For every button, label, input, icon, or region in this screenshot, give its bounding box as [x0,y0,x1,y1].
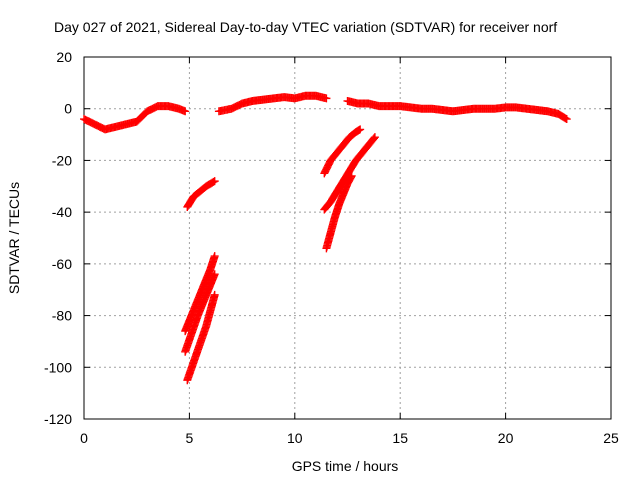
y-tick-label: -100 [44,359,72,375]
series-arc-9 [320,133,379,214]
data-point [356,125,365,134]
axis-ticks [83,56,612,420]
x-tick-label: 25 [603,430,619,446]
data-point [210,177,219,186]
series-arc-6 [181,270,219,356]
y-tick-label: -80 [52,308,72,324]
data-point [562,115,571,124]
data-point [210,252,219,261]
series-arc-2 [214,91,331,116]
grid [84,57,611,419]
x-tick-label: 0 [80,430,88,446]
series-arc-4 [183,177,219,211]
series-arc-5 [181,252,219,336]
plot-frame [83,56,612,420]
data-point [370,133,379,142]
data-point [210,290,219,299]
series-arc-10 [322,171,356,253]
y-tick-label: 20 [56,49,72,65]
data-point [210,270,219,279]
y-tick-label: -20 [52,152,72,168]
axis-tick-labels: 0 5 10 15 20 25 -120 -100 -80 -60 -40 -20 0 20 [44,49,619,446]
x-axis-title: GPS time / hours [292,458,399,474]
y-tick-label: -40 [52,204,72,220]
x-tick-label: 15 [392,430,408,446]
x-tick-label: 10 [287,430,303,446]
y-tick-label: 0 [64,101,72,117]
series-arc-8 [320,125,365,178]
y-tick-label: -60 [52,256,72,272]
data-point [370,134,379,143]
data-point [347,173,356,182]
x-tick-label: 20 [498,430,514,446]
data-point [209,177,218,186]
data-point [561,114,570,123]
x-tick-label: 5 [186,430,194,446]
y-tick-label: -120 [44,411,72,427]
data-point [322,94,331,103]
data-point [347,171,356,180]
series-arc-7 [183,290,219,385]
data-point [181,107,190,116]
y-axis-title: SDTVAR / TECUs [6,182,22,294]
data-points [80,91,571,385]
series-arc-3 [343,96,571,124]
chart-title: Day 027 of 2021, Sidereal Day-to-day VTE… [54,19,557,35]
series-arc-1 [80,102,190,134]
